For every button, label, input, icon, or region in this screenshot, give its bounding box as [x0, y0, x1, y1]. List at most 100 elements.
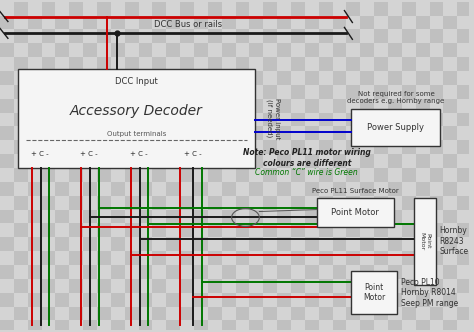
Bar [236, 30, 249, 43]
Bar [0, 30, 14, 43]
Bar [360, 99, 374, 113]
Bar [153, 57, 166, 71]
Bar [457, 265, 471, 279]
Bar [374, 30, 388, 43]
Bar [97, 30, 111, 43]
Bar [83, 99, 97, 113]
Bar [360, 71, 374, 85]
Bar [69, 306, 83, 320]
Bar [97, 223, 111, 237]
Bar [27, 85, 42, 99]
Bar [222, 320, 236, 332]
Bar [388, 126, 402, 140]
Bar [249, 251, 263, 265]
Bar [83, 196, 97, 209]
Bar [0, 182, 14, 196]
Bar [83, 126, 97, 140]
Text: DCC Input: DCC Input [115, 77, 158, 86]
Bar [249, 223, 263, 237]
Bar [374, 223, 388, 237]
Bar [14, 85, 27, 99]
Bar [14, 168, 27, 182]
Bar [0, 223, 14, 237]
Bar [249, 99, 263, 113]
Bar [457, 140, 471, 154]
Bar [153, 71, 166, 85]
Bar [125, 99, 138, 113]
Bar [83, 209, 97, 223]
Bar [263, 320, 277, 332]
Bar [388, 140, 402, 154]
Bar [97, 85, 111, 99]
Bar [416, 251, 429, 265]
Bar [153, 306, 166, 320]
Bar [402, 57, 416, 71]
Bar [388, 237, 402, 251]
Bar [125, 113, 138, 126]
Bar [291, 154, 305, 168]
Bar [14, 57, 27, 71]
Bar [153, 30, 166, 43]
Bar [42, 251, 55, 265]
Bar [125, 126, 138, 140]
Bar [429, 306, 443, 320]
Bar [97, 113, 111, 126]
Bar [111, 182, 125, 196]
Bar [138, 265, 153, 279]
Bar [42, 113, 55, 126]
Bar [180, 168, 194, 182]
Bar [416, 113, 429, 126]
Bar [351, 271, 397, 314]
Text: Point Motor: Point Motor [331, 208, 379, 217]
Bar [236, 196, 249, 209]
Bar [194, 85, 208, 99]
Bar [402, 16, 416, 30]
Bar [194, 251, 208, 265]
Bar [291, 182, 305, 196]
Bar [222, 223, 236, 237]
Bar [0, 320, 14, 332]
Bar [27, 140, 42, 154]
Bar [166, 154, 180, 168]
Bar [180, 265, 194, 279]
Bar [263, 99, 277, 113]
Bar [443, 182, 457, 196]
Bar [153, 237, 166, 251]
Bar [374, 306, 388, 320]
Bar [166, 265, 180, 279]
Bar [457, 113, 471, 126]
Bar [429, 113, 443, 126]
Bar [416, 265, 429, 279]
Bar [208, 196, 222, 209]
Bar [236, 320, 249, 332]
Bar [83, 168, 97, 182]
Bar [457, 85, 471, 99]
Bar [236, 113, 249, 126]
Bar [263, 140, 277, 154]
Bar [69, 2, 83, 16]
Bar [429, 85, 443, 99]
Bar [263, 196, 277, 209]
Bar [138, 251, 153, 265]
Bar [277, 320, 291, 332]
Bar [346, 320, 360, 332]
Bar [305, 154, 319, 168]
Bar [429, 140, 443, 154]
Bar [138, 320, 153, 332]
Bar [125, 2, 138, 16]
Bar [277, 85, 291, 99]
Bar [55, 293, 69, 306]
Bar [291, 293, 305, 306]
Bar [166, 2, 180, 16]
Bar [236, 71, 249, 85]
Bar [429, 43, 443, 57]
Text: Peco PL10
Hornby R8014
Seep PM range: Peco PL10 Hornby R8014 Seep PM range [401, 278, 458, 307]
Bar [443, 196, 457, 209]
Bar [14, 99, 27, 113]
Bar [346, 251, 360, 265]
Bar [249, 85, 263, 99]
Bar [249, 126, 263, 140]
Bar [42, 279, 55, 293]
Bar [125, 223, 138, 237]
Bar [153, 16, 166, 30]
